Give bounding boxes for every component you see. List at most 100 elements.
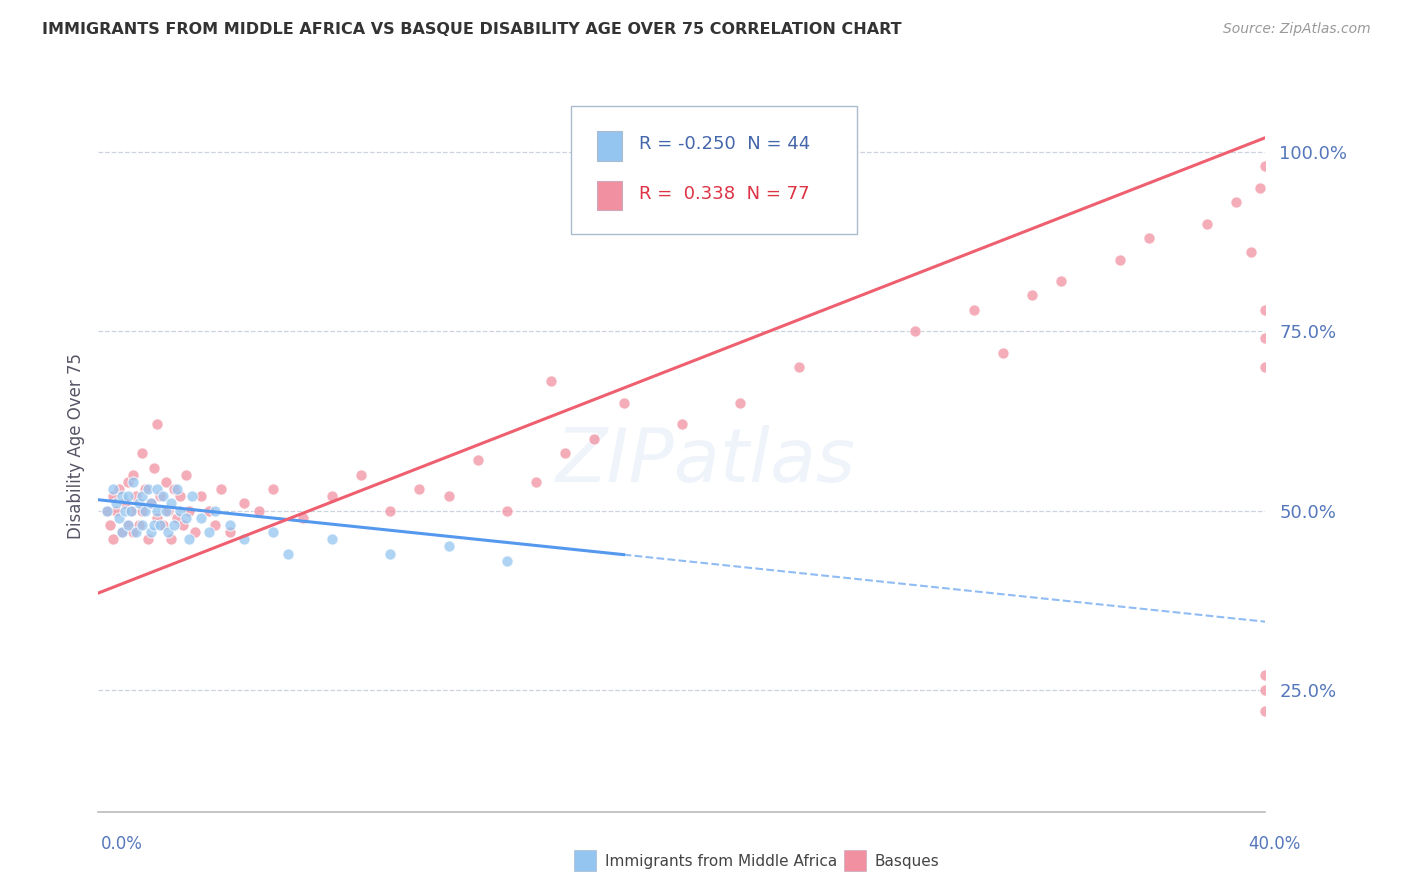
Point [524, 475, 547, 489]
Point [146, 510, 169, 524]
Point [117, 517, 139, 532]
Point [180, 489, 202, 503]
Point [149, 517, 172, 532]
Point [174, 467, 197, 482]
Point [169, 503, 191, 517]
Point [1021, 288, 1043, 302]
Point [146, 417, 169, 432]
Point [117, 475, 139, 489]
Point [378, 503, 402, 517]
Point [183, 524, 205, 539]
Point [233, 533, 256, 547]
Point [467, 453, 489, 467]
Point [1195, 217, 1218, 231]
Point [198, 524, 221, 539]
Point [134, 503, 156, 517]
Point [125, 524, 148, 539]
Point [122, 524, 145, 539]
Point [190, 510, 212, 524]
Point [163, 517, 186, 532]
Point [139, 524, 162, 539]
Point [1240, 245, 1263, 260]
Point [233, 496, 256, 510]
Point [160, 496, 183, 510]
Point [262, 482, 284, 496]
Point [111, 489, 134, 503]
Point [787, 360, 810, 375]
Text: 0.0%: 0.0% [101, 835, 143, 853]
Point [152, 489, 174, 503]
Point [612, 396, 634, 410]
Point [104, 496, 127, 510]
Point [125, 489, 148, 503]
Point [408, 482, 430, 496]
Point [111, 524, 134, 539]
Point [101, 482, 124, 496]
Point [131, 489, 153, 503]
Point [262, 524, 284, 539]
Point [96, 503, 118, 517]
Point [291, 510, 314, 524]
Point [155, 503, 177, 517]
Point [671, 417, 693, 432]
Point [142, 460, 165, 475]
Point [120, 503, 142, 517]
Point [177, 503, 200, 517]
Point [321, 533, 343, 547]
Point [131, 446, 153, 460]
Point [437, 489, 460, 503]
Point [114, 496, 136, 510]
Point [1249, 181, 1271, 195]
Y-axis label: Disability Age Over 75: Disability Age Over 75 [66, 353, 84, 539]
Point [209, 482, 232, 496]
Point [1225, 195, 1247, 210]
Point [350, 467, 373, 482]
Point [1254, 360, 1277, 375]
Point [128, 496, 150, 510]
Text: Source: ZipAtlas.com: Source: ZipAtlas.com [1223, 22, 1371, 37]
Point [204, 503, 226, 517]
Point [177, 533, 200, 547]
Point [437, 540, 460, 554]
Point [962, 302, 984, 317]
Point [174, 510, 197, 524]
Point [321, 489, 343, 503]
Point [1254, 668, 1277, 682]
Point [904, 324, 927, 338]
Point [378, 547, 402, 561]
Point [218, 524, 240, 539]
Point [495, 503, 517, 517]
Point [152, 517, 174, 532]
Bar [596, 131, 623, 161]
Point [1254, 302, 1277, 317]
Point [728, 396, 751, 410]
Point [583, 432, 606, 446]
Point [131, 503, 153, 517]
Point [157, 503, 180, 517]
Point [136, 482, 159, 496]
Point [114, 503, 136, 517]
Point [163, 482, 186, 496]
Point [139, 496, 162, 510]
Point [1254, 704, 1277, 718]
Point [160, 533, 183, 547]
Point [554, 446, 576, 460]
Text: R = -0.250  N = 44: R = -0.250 N = 44 [638, 135, 810, 153]
Point [149, 489, 172, 503]
Point [166, 482, 188, 496]
Text: R =  0.338  N = 77: R = 0.338 N = 77 [638, 185, 810, 202]
Point [122, 475, 145, 489]
Point [1108, 252, 1130, 267]
Point [101, 489, 124, 503]
Point [108, 510, 131, 524]
Point [495, 554, 517, 568]
FancyBboxPatch shape [571, 106, 856, 234]
Point [540, 375, 562, 389]
Point [190, 489, 212, 503]
Point [204, 517, 226, 532]
Point [117, 489, 139, 503]
Point [1254, 159, 1277, 173]
Text: ZIPatlas: ZIPatlas [555, 425, 855, 497]
Point [1254, 682, 1277, 697]
Point [172, 517, 194, 532]
